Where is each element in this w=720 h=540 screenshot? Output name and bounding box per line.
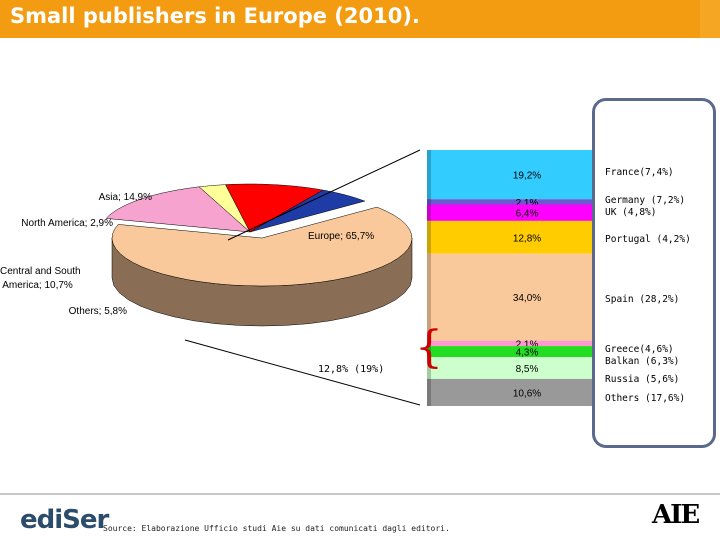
bracket-brace: { [415, 322, 443, 373]
bar-value-label: 6,4% [516, 209, 539, 220]
bar-segment-edge [427, 357, 431, 379]
connector-lines: { 12,8% (19%) [184, 149, 443, 406]
ediser-logo: ediSer [20, 505, 109, 535]
bar-series-label: Greece(4,6%) [605, 344, 674, 355]
pie-slice [111, 206, 413, 287]
bar-series-label: Portugal (4,2%) [605, 234, 691, 245]
source-note: Source: Elaborazione Ufficio studi Aie s… [103, 524, 450, 533]
bar-segment [427, 150, 592, 200]
bar-segment-edge [427, 204, 431, 221]
title-bar: Small publishers in Europe (2010). [0, 0, 720, 38]
pie-label: Central and South America; 10,7% [0, 266, 81, 291]
bar-segment [427, 357, 592, 379]
bar-segment [427, 340, 592, 347]
bar-segment [427, 253, 592, 341]
bar-series-label: Russia (5,6%) [605, 374, 679, 385]
bar-value-label: 19,2% [513, 171, 541, 182]
bar-series-label: Germany (7,2%) [605, 195, 685, 206]
bar-series-label: Balkan (6,3%) [605, 356, 679, 367]
stacked-bar-chart: 19,2% France(7,4%) 2,1% Germany (7,2%) 6,4% U… [427, 150, 691, 406]
pie-slice [249, 189, 366, 233]
bar-segment [427, 220, 592, 254]
chart-area: Europe; 65,7% Asia; 14,9% North America; 2… [0, 149, 691, 406]
bar-value-label: 4,3% [516, 348, 539, 359]
pie-chart: Europe; 65,7% Asia; 14,9% North America; 2… [0, 183, 413, 327]
pie-label: Europe; 65,7% [308, 231, 374, 242]
bar-segment-edge [427, 378, 431, 406]
bar-segment-edge [427, 150, 431, 200]
bar-value-label: 2,1% [516, 339, 539, 350]
bar-series-label: Others (17,6%) [605, 393, 685, 404]
bar-segment-edge [427, 220, 431, 254]
bar-value-label: 2,1% [516, 198, 539, 209]
bracket-label: 12,8% (19%) [318, 364, 384, 375]
legend-highlight-frame [592, 98, 716, 448]
bar-segment-edge [427, 199, 431, 205]
bar-segment [427, 199, 592, 205]
bar-value-label: 10,6% [513, 388, 541, 399]
bar-value-label: 12,8% [513, 233, 541, 244]
connector-bottom [184, 339, 421, 406]
pie-label: Others; 5,8% [69, 306, 127, 317]
bar-segment-edge [427, 340, 431, 347]
title-accent [700, 0, 720, 38]
bar-series-label: UK (4,8%) [605, 207, 656, 218]
footer-divider [0, 493, 720, 495]
bar-segment-edge [427, 253, 431, 341]
pie-slice [225, 183, 324, 233]
bar-series-label: Spain (28,2%) [605, 294, 679, 305]
pie-slice [105, 186, 251, 233]
pie-slice [198, 184, 251, 233]
aie-logo: AIE [652, 500, 700, 530]
bar-segment [427, 378, 592, 406]
bar-series-label: France(7,4%) [605, 167, 674, 178]
connector-top [227, 149, 421, 241]
bar-segment [427, 346, 592, 358]
bar-value-label: 34,0% [513, 293, 541, 304]
pie-label: Asia; 14,9% [99, 192, 152, 203]
pie-label: North America; 2,9% [21, 218, 113, 229]
page-title: Small publishers in Europe (2010). [10, 4, 420, 28]
bar-segment [427, 204, 592, 221]
bar-value-label: 8,5% [516, 364, 539, 375]
bar-segment-edge [427, 346, 431, 358]
